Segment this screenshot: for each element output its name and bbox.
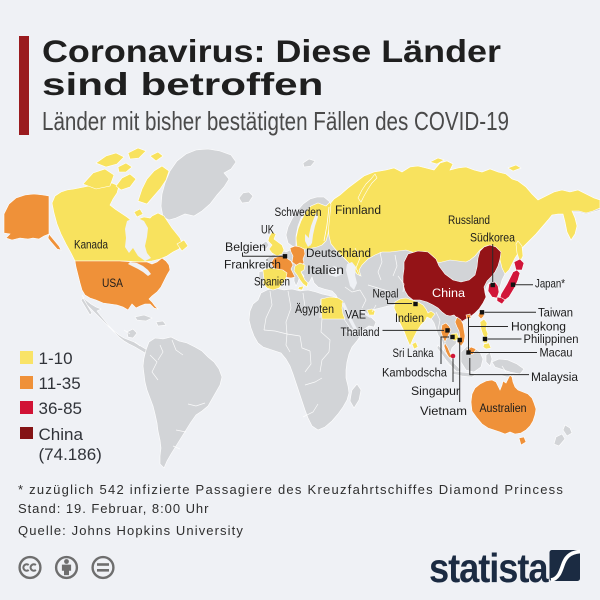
- svg-text:Hongkong: Hongkong: [511, 320, 566, 334]
- svg-text:Frankreich: Frankreich: [224, 258, 281, 272]
- svg-text:Russland: Russland: [448, 213, 490, 227]
- svg-text:Singapur: Singapur: [411, 384, 460, 398]
- svg-text:Indien: Indien: [395, 311, 424, 325]
- svg-text:Thailand: Thailand: [341, 325, 380, 339]
- svg-text:Malaysia: Malaysia: [531, 370, 578, 384]
- svg-text:USA: USA: [102, 276, 124, 290]
- svg-text:Vietnam: Vietnam: [420, 404, 467, 418]
- svg-text:China: China: [432, 286, 465, 300]
- svg-text:Japan*: Japan*: [535, 277, 565, 291]
- svg-text:Taiwan: Taiwan: [538, 306, 573, 320]
- svg-text:Ägypten: Ägypten: [295, 302, 334, 316]
- svg-text:Italien: Italien: [307, 263, 344, 277]
- svg-text:Schweden: Schweden: [275, 205, 322, 219]
- svg-text:UK: UK: [261, 223, 274, 237]
- svg-text:Belgien: Belgien: [225, 240, 266, 254]
- svg-text:Deutschland: Deutschland: [306, 246, 371, 260]
- svg-text:Philippinen: Philippinen: [524, 332, 579, 346]
- svg-text:VAE: VAE: [345, 308, 366, 322]
- svg-text:Kanada: Kanada: [74, 238, 108, 252]
- svg-text:Kambodscha: Kambodscha: [382, 366, 447, 380]
- svg-text:Finnland: Finnland: [335, 203, 381, 217]
- svg-text:Australien: Australien: [480, 401, 527, 415]
- svg-text:Sri Lanka: Sri Lanka: [393, 346, 434, 360]
- svg-text:Spanien: Spanien: [254, 275, 290, 289]
- svg-text:Nepal: Nepal: [373, 287, 399, 301]
- svg-text:Macau: Macau: [540, 346, 573, 360]
- svg-text:Südkorea: Südkorea: [470, 231, 515, 245]
